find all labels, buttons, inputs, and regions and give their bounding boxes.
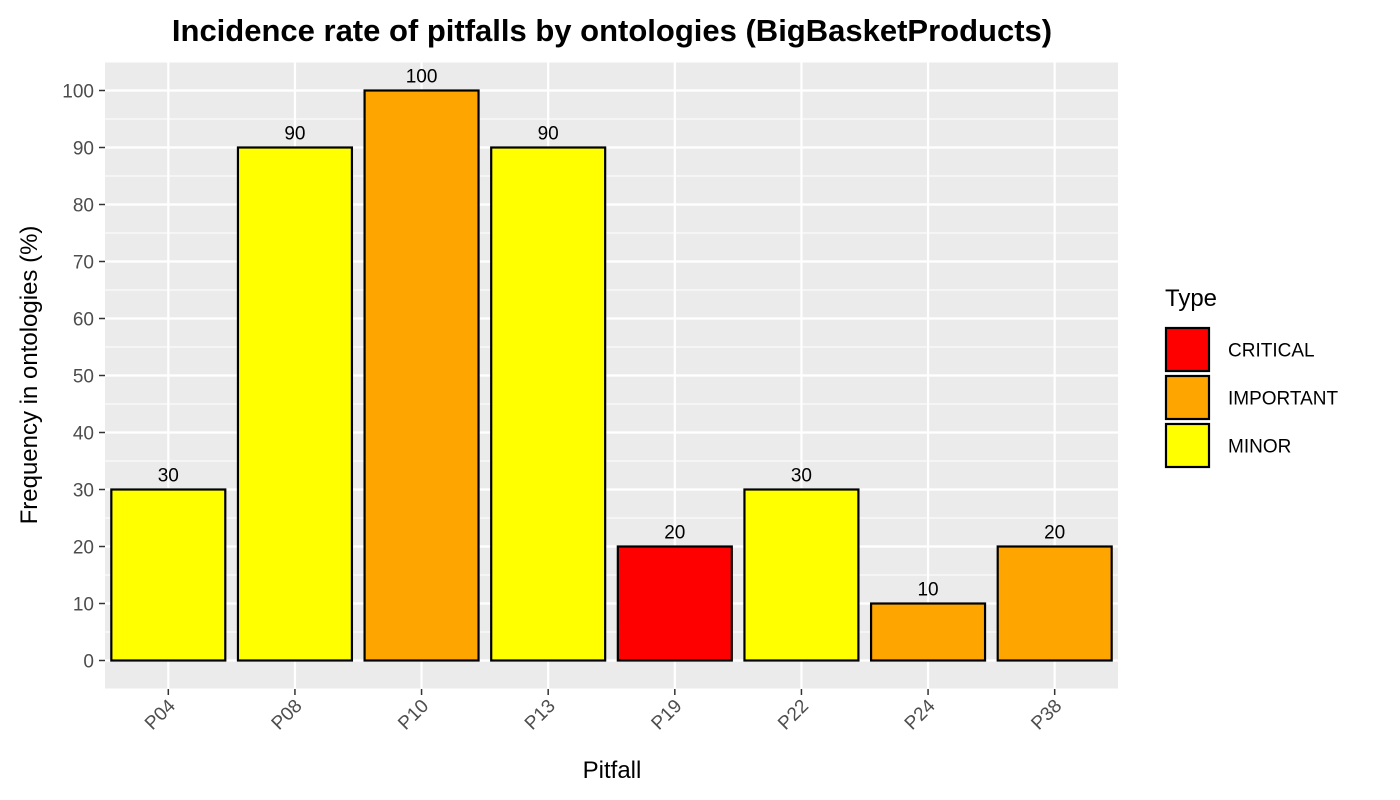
legend-label-critical: CRITICAL bbox=[1228, 341, 1315, 362]
x-axis: P04 P08 P10 P13 P19 P22 P24 P38 bbox=[141, 689, 1066, 734]
y-tick-label: 100 bbox=[62, 82, 94, 103]
data-label-p19: 20 bbox=[664, 523, 685, 544]
x-tick-label-p19: P19 bbox=[648, 696, 687, 735]
y-tick-label: 90 bbox=[73, 139, 94, 160]
data-label-p24: 10 bbox=[917, 580, 938, 601]
x-tick-label-p13: P13 bbox=[521, 696, 560, 735]
x-tick-label-p24: P24 bbox=[901, 695, 940, 734]
y-tick-label: 30 bbox=[73, 481, 94, 502]
y-tick-label: 0 bbox=[83, 652, 94, 673]
x-tick-label-p10: P10 bbox=[394, 696, 433, 735]
data-label-p08: 90 bbox=[284, 124, 305, 145]
legend-key-minor bbox=[1164, 422, 1211, 469]
x-tick-label-p04: P04 bbox=[141, 695, 180, 734]
legend: Type CRITICAL IMPORTANT MINOR bbox=[1164, 285, 1339, 469]
y-tick-label: 40 bbox=[73, 424, 94, 445]
bar-p19 bbox=[616, 545, 733, 662]
legend-key-critical bbox=[1164, 326, 1211, 373]
legend-key-important bbox=[1164, 374, 1211, 421]
y-tick-label: 70 bbox=[73, 253, 94, 274]
x-tick-label-p38: P38 bbox=[1027, 696, 1066, 735]
bars-group bbox=[110, 89, 1113, 662]
data-label-p38: 20 bbox=[1044, 523, 1065, 544]
legend-label-important: IMPORTANT bbox=[1228, 389, 1339, 410]
data-label-p13: 90 bbox=[538, 124, 559, 145]
bar-p08 bbox=[236, 146, 354, 662]
y-tick-label: 60 bbox=[73, 310, 94, 331]
bar-p22 bbox=[743, 488, 860, 662]
bar-p13 bbox=[490, 146, 607, 662]
bar-p10 bbox=[363, 89, 480, 662]
bar-p38 bbox=[996, 545, 1113, 662]
x-tick-label-p08: P08 bbox=[268, 696, 307, 735]
x-tick-label-p22: P22 bbox=[774, 696, 813, 735]
y-axis-title: Frequency in ontologies (%) bbox=[16, 226, 43, 525]
y-tick-label: 80 bbox=[73, 196, 94, 217]
y-axis: 0 10 20 30 40 50 60 70 80 90 100 bbox=[62, 82, 105, 673]
x-axis-title: Pitfall bbox=[583, 757, 642, 784]
data-labels-group: 30 90 100 90 20 30 10 20 bbox=[158, 67, 1066, 601]
legend-title: Type bbox=[1165, 285, 1217, 312]
chart-title: Incidence rate of pitfalls by ontologies… bbox=[172, 13, 1052, 48]
y-tick-label: 10 bbox=[73, 595, 94, 616]
legend-label-minor: MINOR bbox=[1228, 437, 1291, 458]
bar-p24 bbox=[869, 602, 987, 662]
y-tick-label: 20 bbox=[73, 538, 94, 559]
data-label-p22: 30 bbox=[791, 466, 812, 487]
bar-p04 bbox=[110, 488, 227, 662]
data-label-p10: 100 bbox=[406, 67, 438, 88]
data-label-p04: 30 bbox=[158, 466, 179, 487]
y-tick-label: 50 bbox=[73, 367, 94, 388]
